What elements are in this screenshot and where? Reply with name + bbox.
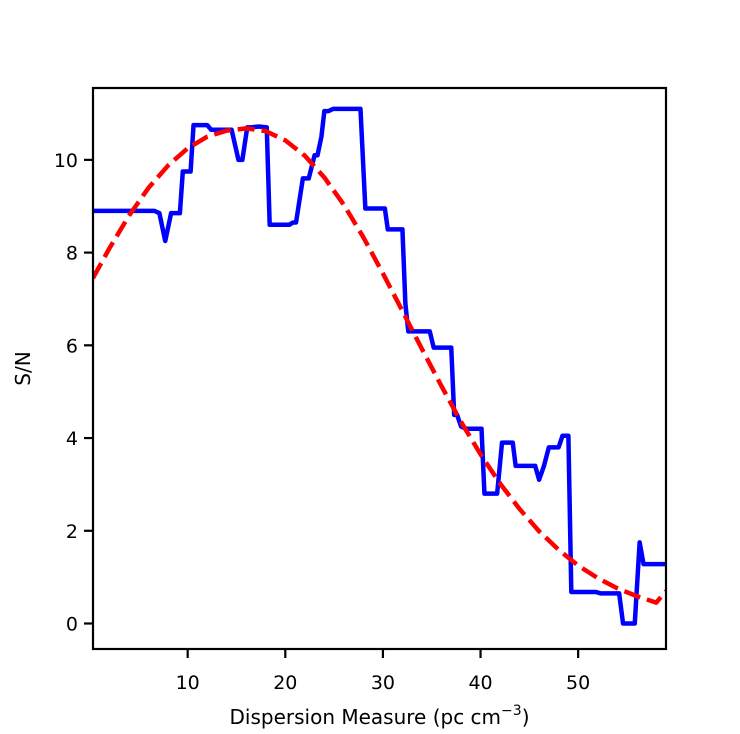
plot-area	[93, 106, 666, 626]
x-tick-label: 50	[566, 672, 590, 694]
y-tick-label: 10	[54, 150, 78, 172]
snr-series-line	[93, 106, 666, 626]
x-axis-ticks: 10 20 30 40 50	[176, 649, 590, 694]
y-axis-ticks: 0 2 4 6 8 10	[54, 150, 93, 636]
x-tick-label: 20	[273, 672, 297, 694]
fit-curve-line	[93, 126, 666, 605]
y-tick-label: 4	[66, 428, 78, 450]
y-tick-label: 2	[66, 521, 78, 543]
y-tick-label: 6	[66, 335, 78, 357]
x-axis-label: Dispersion Measure (pc cm−3)	[230, 703, 530, 729]
y-axis-label: S/N	[11, 351, 35, 385]
plot-frame	[91, 86, 668, 651]
x-tick-label: 40	[468, 672, 492, 694]
y-tick-label: 8	[66, 243, 78, 265]
x-tick-label: 10	[176, 672, 200, 694]
y-tick-label: 0	[66, 614, 78, 636]
x-tick-label: 30	[371, 672, 395, 694]
series-layer	[93, 106, 666, 626]
